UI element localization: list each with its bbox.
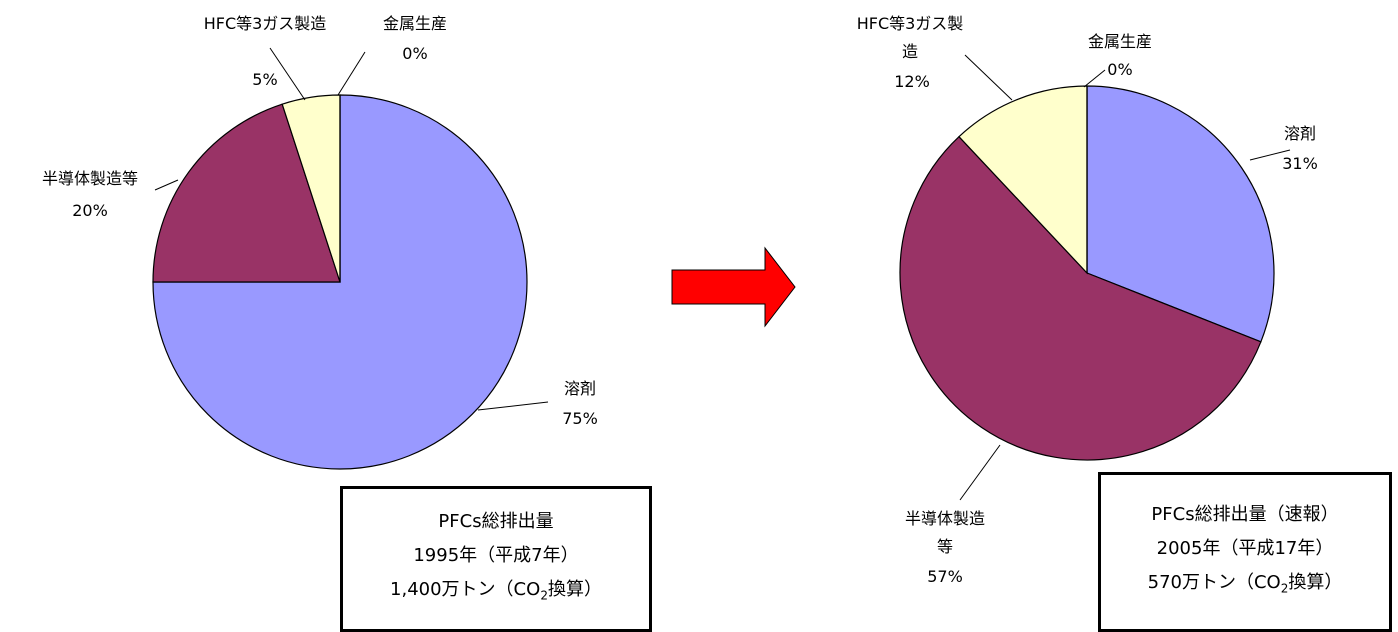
- slice-label: 半導体製造等: [41, 169, 138, 188]
- leader-line: [1083, 69, 1106, 88]
- note-line: 1995年（平成7年）: [413, 545, 579, 567]
- slice-label: HFC等3ガス製造: [203, 14, 327, 33]
- pie-slice: [958, 85, 1088, 275]
- slice-label: 金属生産: [382, 14, 447, 33]
- slice-percent: 75%: [562, 409, 598, 428]
- leader-line: [959, 444, 1001, 501]
- pie-slice: [1086, 85, 1275, 343]
- slice-percent: 0%: [1107, 60, 1133, 79]
- slice-percent: 0%: [402, 44, 428, 63]
- slice-percent: 20%: [72, 201, 108, 220]
- slice-label: 半導体製造等: [904, 509, 985, 556]
- note-box: PFCs総排出量（速報） 2005年（平成17年） 570万トン（CO2換算）: [1098, 472, 1392, 632]
- slice-percent: 5%: [252, 70, 278, 89]
- note-line: PFCs総排出量: [438, 511, 554, 533]
- arrow: [671, 246, 796, 328]
- note-text: 570万トン（CO: [1147, 572, 1281, 594]
- note-text: 2: [1280, 581, 1289, 596]
- leader-line: [154, 179, 179, 191]
- note-text: 換算）: [1288, 572, 1343, 594]
- pie-slice: [899, 135, 1262, 461]
- note-box: PFCs総排出量 1995年（平成7年） 1,400万トン（CO2換算）: [340, 486, 652, 632]
- slice-label: 金属生産: [1087, 32, 1152, 51]
- note-line: 1,400万トン（CO2換算）: [390, 573, 602, 613]
- note-line: 570万トン（CO2換算）: [1148, 566, 1343, 606]
- note-text: 2: [540, 588, 548, 603]
- slice-label: 溶剤: [563, 379, 596, 398]
- leader-line: [1249, 149, 1291, 161]
- slice-label: 溶剤: [1283, 124, 1316, 143]
- note-text: 換算）: [547, 579, 602, 601]
- pie-slice: [152, 103, 341, 283]
- slice-percent: 12%: [894, 72, 930, 91]
- note-line: 2005年（平成17年）: [1156, 538, 1334, 560]
- slice-percent: 31%: [1282, 154, 1318, 173]
- leader-line: [269, 47, 306, 101]
- leader-line: [337, 51, 366, 96]
- note-text: 1,400万トン（CO: [390, 579, 541, 601]
- slice-percent: 57%: [927, 567, 963, 586]
- leader-line: [964, 54, 1013, 101]
- note-line: PFCs総排出量（速報）: [1151, 504, 1339, 526]
- leader-line: [477, 401, 549, 411]
- slice-label: HFC等3ガス製造: [856, 14, 964, 61]
